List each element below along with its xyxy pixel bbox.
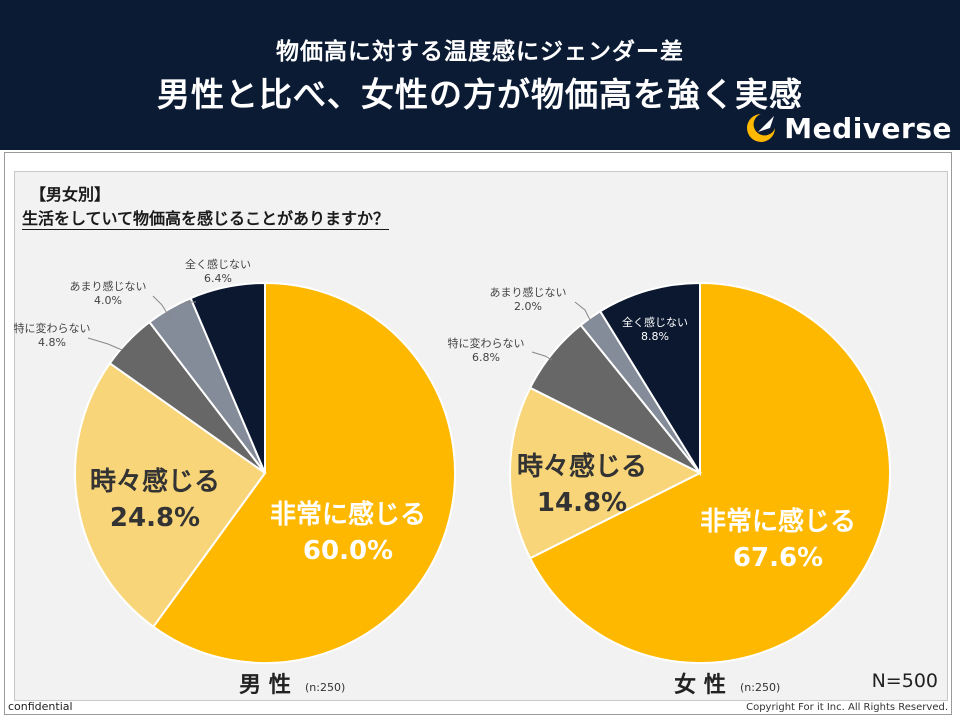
- female-pie-sample-size: (n:250): [740, 681, 780, 694]
- female-pie-value-4: 2.0%: [514, 300, 542, 313]
- female-pie-value-2: 14.8%: [537, 488, 627, 518]
- male-pie-value-2: 24.8%: [110, 503, 200, 533]
- male-pie-label-2: 時々感じる: [90, 467, 220, 497]
- crescent-leaf-icon: [747, 114, 776, 142]
- footer-confidential: confidential: [8, 700, 73, 713]
- page-title: 男性と比べ、女性の方が物価高を強く実感: [157, 75, 803, 114]
- footer-copyright: Copyright For it Inc. All Rights Reserve…: [746, 702, 948, 713]
- male-pie-title: 男 性: [239, 673, 291, 698]
- female-pie-label-5: 全く感じない: [622, 315, 688, 329]
- survey-question: 生活をしていて物価高を感じることがありますか？: [22, 209, 390, 228]
- female-pie-label-4: あまり感じない: [490, 286, 567, 299]
- female-pie-slice-1: [528, 281, 891, 664]
- male-pie-value-4: 4.0%: [94, 294, 122, 307]
- section-tag: 【男女別】: [30, 185, 111, 204]
- female-pie-leader-3: [531, 351, 553, 361]
- female-pie-label-2: 時々感じる: [517, 452, 647, 482]
- male-pie-label-5: 全く感じない: [185, 257, 251, 271]
- male-pie-slice-5: [189, 281, 266, 474]
- male-pie-value-1: 60.0%: [303, 536, 393, 566]
- male-pie-slice-1: [151, 281, 456, 664]
- male-pie-value-5: 6.4%: [204, 272, 232, 285]
- male-pie-leader-4: [152, 295, 171, 319]
- female-pie-leader-4: [574, 301, 591, 321]
- brand-logo: Mediverse: [744, 108, 952, 148]
- male-pie-label-3: 特に変わらない: [14, 321, 91, 335]
- header-banner: 物価高に対する温度感にジェンダー差 男性と比べ、女性の方が物価高を強く実感 Me…: [0, 0, 960, 150]
- male-pie-label-4: あまり感じない: [70, 280, 147, 293]
- brand-name: Mediverse: [784, 111, 952, 145]
- page-subtitle: 物価高に対する温度感にジェンダー差: [276, 39, 684, 65]
- male-pie-slice-2: [74, 361, 267, 629]
- female-pie-slice-2: [509, 386, 703, 560]
- female-pie-value-5: 8.8%: [641, 330, 669, 343]
- total-sample-size: N=500: [872, 670, 938, 692]
- male-pie-leader-3: [87, 337, 123, 351]
- male-pie-value-3: 4.8%: [38, 336, 66, 349]
- female-pie-value-1: 67.6%: [733, 543, 823, 573]
- female-pie-label-1: 非常に感じる: [700, 507, 856, 537]
- female-pie-label-3: 特に変わらない: [448, 336, 525, 350]
- male-pie-label-1: 非常に感じる: [270, 500, 426, 530]
- male-pie-sample-size: (n:250): [305, 681, 345, 694]
- female-pie-value-3: 6.8%: [472, 351, 500, 364]
- female-pie-title: 女 性: [674, 672, 726, 698]
- female-pie-slice-5: [598, 281, 701, 477]
